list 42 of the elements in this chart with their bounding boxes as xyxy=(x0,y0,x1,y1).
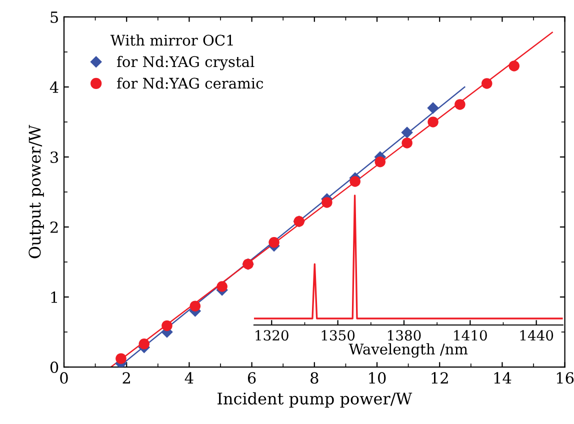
x-tick-label: 1440 xyxy=(520,330,554,341)
y-axis-title: Output power/W xyxy=(28,124,44,258)
point xyxy=(268,237,280,248)
x-axis-title: Incident pump power/W xyxy=(218,392,412,408)
point xyxy=(216,281,228,292)
x-tick-label: 16 xyxy=(556,372,574,384)
point xyxy=(350,176,360,187)
point xyxy=(190,300,201,312)
point xyxy=(374,156,386,168)
point xyxy=(116,353,126,364)
y-tick-label: 5 xyxy=(50,12,58,23)
y-tick-label: 1 xyxy=(51,291,57,303)
y-tick-label: 4 xyxy=(50,81,58,93)
point xyxy=(401,126,413,138)
legend-title: With mirror OC1 xyxy=(110,34,233,46)
x-tick-label: 0 xyxy=(60,372,68,384)
x-tick-label: 14 xyxy=(494,372,512,384)
point xyxy=(322,197,332,208)
y-tick-label: 2 xyxy=(50,221,58,233)
legend-label: for Nd:YAG crystal xyxy=(117,56,254,70)
point xyxy=(402,138,412,148)
point xyxy=(138,338,150,350)
point xyxy=(508,60,520,72)
x-tick-label: 12 xyxy=(432,372,448,384)
x-tick-label: 8 xyxy=(310,372,318,384)
x-tick-label: 1380 xyxy=(388,330,421,341)
x-tick-label: 6 xyxy=(248,372,256,384)
x-tick-label: 10 xyxy=(369,372,386,384)
x-tick-label: 1350 xyxy=(322,330,355,341)
x-axis-title: Wavelength /nm xyxy=(348,343,468,358)
point xyxy=(428,116,438,128)
legend-label: for Nd:YAG ceramic xyxy=(117,77,264,89)
x-tick-label: 1410 xyxy=(454,330,487,341)
x-tick-label: 1320 xyxy=(256,330,288,341)
point xyxy=(162,320,172,332)
y-tick-label: 3 xyxy=(50,151,58,164)
x-tick-label: 2 xyxy=(122,372,130,384)
x-tick-label: 4 xyxy=(184,372,194,384)
point xyxy=(427,102,439,114)
y-tick-label: 0 xyxy=(50,361,58,374)
point xyxy=(454,99,466,110)
point xyxy=(481,78,492,89)
